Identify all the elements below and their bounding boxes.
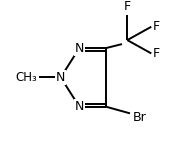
Text: F: F bbox=[153, 47, 160, 60]
Text: F: F bbox=[124, 0, 131, 13]
Text: N: N bbox=[56, 71, 65, 84]
Text: CH₃: CH₃ bbox=[15, 71, 37, 84]
Text: F: F bbox=[153, 20, 160, 33]
Text: N: N bbox=[75, 100, 84, 113]
Text: N: N bbox=[75, 42, 84, 55]
Text: Br: Br bbox=[133, 111, 146, 124]
